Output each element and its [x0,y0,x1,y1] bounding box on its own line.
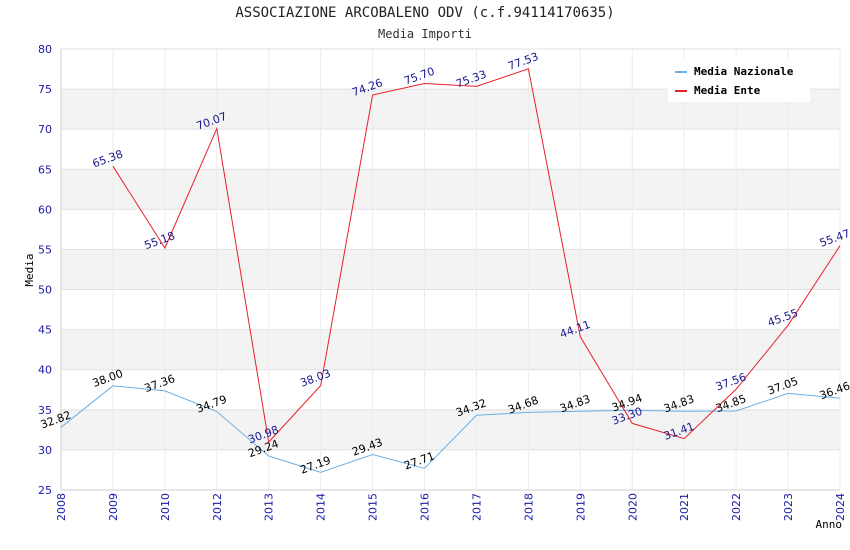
x-tick-label: 2016 [419,493,432,521]
legend: Media Nazionale Media Ente [668,58,810,102]
y-tick-label: 35 [38,404,52,417]
grid-band [61,409,840,450]
x-tick-label: 2017 [470,493,483,521]
data-label: 45.55 [766,306,800,329]
x-tick-label: 2024 [834,493,847,521]
data-label: 65.38 [91,147,125,170]
data-label: 27.71 [402,449,436,472]
data-label: 37.36 [143,372,177,395]
y-tick-label: 70 [38,123,52,136]
y-tick-label: 65 [38,163,52,176]
x-tick-label: 2009 [107,493,120,521]
x-tick-label: 2013 [263,493,276,521]
grid-band [61,169,840,210]
y-tick-label: 75 [38,83,52,96]
x-tick-label: 2023 [782,493,795,521]
y-axis-title: Media [23,253,36,286]
x-axis-title: Anno [816,518,843,531]
y-tick-label: 40 [38,364,52,377]
data-label: 77.53 [506,50,540,73]
data-label: 27.19 [298,454,332,477]
y-tick-label: 25 [38,484,52,497]
x-tick-label: 2018 [522,493,535,521]
series-line-nazionale [60,385,841,473]
y-tick-label: 50 [38,284,52,297]
y-tick-label: 30 [38,444,52,457]
x-axis-ticks: 2008 2009 2010 2012 2013 2014 2015 2016 2017 2018… [55,493,847,521]
x-tick-label: 2008 [55,493,68,521]
y-tick-label: 55 [38,243,52,256]
x-tick-label: 2015 [367,493,380,521]
x-tick-label: 2010 [159,493,172,521]
chart-title: ASSOCIAZIONE ARCOBALENO ODV (c.f.9411417… [235,5,615,21]
legend-entry: Media Ente [694,84,761,97]
x-tick-label: 2019 [574,493,587,521]
y-axis-ticks: 25 30 35 40 45 50 55 60 65 70 75 80 [38,43,52,497]
series-line-ente [112,68,841,444]
chart-subtitle: Media Importi [378,27,472,41]
x-tick-label: 2020 [626,493,639,521]
y-tick-label: 80 [38,43,52,56]
legend-entry: Media Nazionale [694,65,794,78]
x-tick-label: 2021 [678,493,691,521]
legend-box [668,58,810,102]
data-label: 36.46 [818,379,850,402]
grid-band [61,249,840,290]
data-label: 55.18 [143,229,177,252]
x-tick-label: 2014 [315,493,328,521]
grid-lines [60,48,841,491]
data-label: 75.33 [454,68,488,91]
x-tick-label: 2022 [730,493,743,521]
data-label: 37.56 [714,371,748,394]
y-tick-label: 60 [38,203,52,216]
x-tick-label: 2012 [211,493,224,521]
y-tick-label: 45 [38,324,52,337]
data-label: 55.47 [818,227,850,250]
grid-band [61,329,840,370]
series-lines [60,68,841,473]
